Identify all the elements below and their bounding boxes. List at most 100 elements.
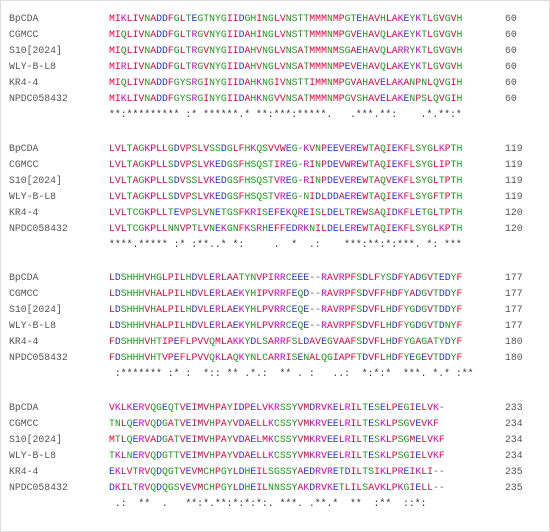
residue: L: [162, 158, 168, 170]
residue: H: [250, 45, 257, 56]
residue: I: [256, 288, 263, 299]
residue: I: [173, 288, 180, 299]
residue: H: [262, 222, 269, 234]
residue: Q: [379, 158, 386, 170]
residue: P: [167, 336, 174, 347]
position-number: 60: [505, 45, 517, 56]
residue: I: [114, 93, 121, 104]
residue: P: [338, 77, 345, 88]
residue: Y: [409, 13, 416, 24]
residue: V: [427, 433, 433, 445]
residue: K: [379, 449, 386, 461]
residue: A: [368, 93, 375, 104]
residue: H: [126, 288, 133, 299]
residue: Y: [409, 29, 416, 40]
residue: V: [262, 401, 269, 413]
residue: N: [273, 481, 280, 493]
residue: L: [120, 222, 127, 234]
residue: L: [427, 93, 433, 104]
residue: I: [309, 174, 316, 186]
residue: P: [391, 417, 398, 429]
residue: V: [144, 465, 151, 477]
residue: T: [303, 45, 310, 56]
residue: K: [238, 320, 245, 331]
residue: -: [297, 174, 304, 186]
residue: V: [350, 61, 357, 72]
residue: R: [315, 401, 322, 413]
sequence-name: KR4-4: [9, 336, 39, 347]
residue: Q: [379, 222, 386, 234]
residue: I: [285, 352, 292, 363]
residue: P: [391, 401, 398, 413]
residue: K: [220, 222, 227, 234]
residue: V: [203, 158, 210, 170]
residue: A: [156, 304, 163, 315]
residue: V: [409, 417, 416, 429]
residue: Q: [120, 45, 127, 56]
residue: N: [444, 320, 451, 331]
residue: F: [273, 206, 280, 218]
residue: A: [368, 29, 375, 40]
residue: K: [114, 465, 121, 477]
position-number: 60: [505, 93, 517, 104]
residue: K: [379, 417, 386, 429]
residue: S: [167, 190, 174, 202]
residue: D: [173, 190, 180, 202]
residue: I: [256, 465, 263, 477]
residue: V: [179, 222, 186, 234]
residue: E: [415, 401, 422, 413]
sequence-name: WLY-B-L8: [9, 320, 57, 331]
residue: S: [279, 401, 286, 413]
residue: L: [120, 206, 127, 218]
residue: T: [362, 465, 369, 477]
residue: H: [250, 304, 257, 315]
residue: V: [338, 142, 345, 154]
residue: R: [191, 45, 198, 56]
residue: V: [268, 304, 274, 315]
residue: G: [162, 417, 168, 429]
residue: F: [403, 206, 410, 218]
residue: V: [114, 142, 121, 154]
residue: T: [297, 13, 304, 24]
residue: E: [356, 222, 363, 234]
residue: V: [273, 174, 280, 186]
residue: P: [391, 449, 398, 461]
residue: N: [326, 45, 333, 56]
sequence: DKILTRVQDQGSVEVMCHPGYLDHEILNNSSYAKDRVKET…: [109, 480, 445, 496]
residue: M: [315, 13, 322, 24]
residue: N: [326, 13, 333, 24]
residue: -: [432, 481, 439, 493]
residue: H: [209, 401, 216, 413]
residue: L: [232, 465, 239, 477]
residue: D: [444, 288, 451, 299]
residue: D: [238, 449, 245, 461]
residue: T: [368, 174, 375, 186]
residue: K: [256, 77, 263, 88]
residue: M: [309, 13, 316, 24]
residue: K: [209, 158, 216, 170]
residue: S: [262, 174, 269, 186]
residue: D: [173, 174, 180, 186]
residue: L: [356, 433, 363, 445]
residue: E: [215, 222, 221, 234]
residue: D: [114, 272, 121, 283]
residue: G: [197, 45, 204, 56]
residue: H: [132, 352, 139, 363]
residue: M: [332, 13, 339, 24]
residue: A: [356, 77, 363, 88]
residue: V: [138, 61, 145, 72]
residue: A: [226, 272, 233, 283]
residue: F: [350, 352, 357, 363]
residue: L: [109, 288, 115, 299]
consensus: .: ** . **:*.**:*:*:*:. ***. .**.* ** :*…: [109, 497, 427, 509]
residue: D: [220, 174, 227, 186]
residue: V: [179, 401, 186, 413]
residue: H: [132, 304, 139, 315]
residue: T: [432, 336, 439, 347]
residue: A: [268, 336, 274, 347]
residue: K: [397, 158, 404, 170]
residue: G: [421, 320, 428, 331]
residue: R: [315, 481, 322, 493]
residue: D: [444, 304, 451, 315]
residue: R: [338, 288, 345, 299]
